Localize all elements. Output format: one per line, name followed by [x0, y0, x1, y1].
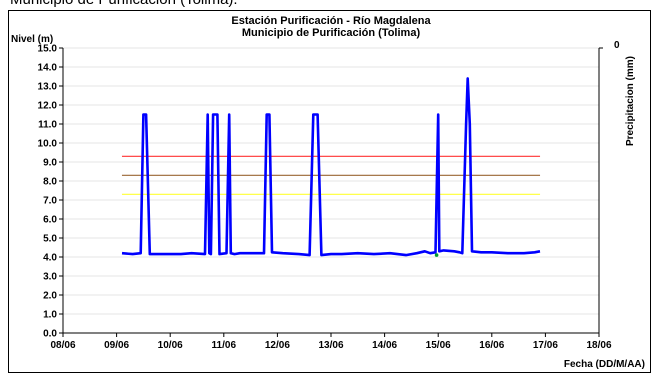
- x-tick-label: 15/06: [426, 340, 451, 351]
- x-tick-label: 16/06: [479, 340, 504, 351]
- y2-tick-label: 0: [614, 40, 620, 51]
- x-tick-label: 10/06: [158, 340, 183, 351]
- x-tick-label: 11/06: [212, 340, 237, 351]
- chart-frame: 0.0 1.0 2.0 3.0 4.0 5.0 6.0 7.0 8.0 9.0 10.0 11.0 12…: [8, 10, 651, 373]
- chart: 0.0 1.0 2.0 3.0 4.0 5.0 6.0 7.0 8.0 9.0 10.0 11.0 12…: [11, 15, 645, 370]
- y-tick-label: 1.0: [43, 310, 57, 321]
- y-tick-label: 7.0: [43, 196, 57, 207]
- y-tick-label: 9.0: [43, 158, 57, 169]
- data-marker: [434, 253, 439, 257]
- chart-subtitle: Municipio de Purificación (Tolima): [242, 27, 421, 39]
- y-tick-label: 11.0: [38, 120, 57, 131]
- y-tick-label: 2.0: [43, 291, 57, 302]
- y-tick-label: 8.0: [43, 177, 57, 188]
- x-axis-label: Fecha (DD/M/AA): [564, 359, 645, 370]
- y-tick-label: 3.0: [43, 272, 57, 283]
- chart-title: Estación Purificación - Río Magdalena: [231, 15, 431, 27]
- y-tick-label: 13.0: [38, 82, 58, 93]
- y-tick-label: 15.0: [38, 44, 58, 55]
- x-tick-label: 12/06: [265, 340, 290, 351]
- x-tick-label: 13/06: [318, 340, 343, 351]
- x-tick-label: 08/06: [50, 340, 75, 351]
- y-tick-label: 6.0: [43, 215, 57, 226]
- y-axis-label: Nivel (m): [11, 34, 53, 45]
- x-tick-label: 14/06: [372, 340, 397, 351]
- y-tick-label: 14.0: [38, 63, 58, 74]
- x-tick-label: 17/06: [533, 340, 558, 351]
- x-tick-label: 18/06: [586, 340, 611, 351]
- level-series-line: [121, 77, 541, 257]
- y-tick-label: 0.0: [43, 329, 57, 340]
- plot-area: [63, 48, 599, 333]
- y-tick-label: 4.0: [43, 253, 57, 264]
- y-tick-label: 10.0: [38, 139, 58, 150]
- y-tick-label: 12.0: [38, 101, 58, 112]
- y2-axis-label: Precipitacion (mm): [625, 56, 636, 146]
- page-caption: Municipio de Purificación (Tolima).: [10, 0, 238, 8]
- x-tick-label: 09/06: [104, 340, 129, 351]
- y-tick-label: 5.0: [43, 234, 57, 245]
